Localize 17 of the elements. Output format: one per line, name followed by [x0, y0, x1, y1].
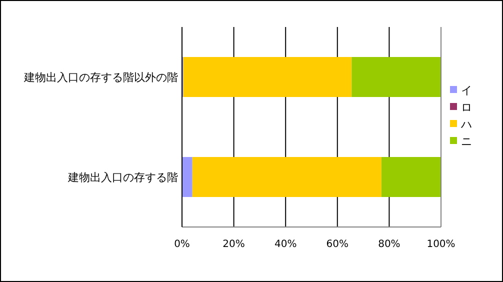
x-tick-label: 60%: [326, 239, 349, 250]
y-tick-label: 建物出入口の存する階以外の階: [23, 71, 178, 84]
legend-label: ロ: [461, 101, 472, 114]
bar: [192, 157, 382, 197]
x-tick-label: 40%: [274, 239, 297, 250]
bar: [183, 57, 352, 97]
legend-label: ハ: [460, 118, 472, 131]
x-tick-label: 100%: [426, 239, 456, 250]
x-tick-label: 20%: [222, 239, 245, 250]
y-tick-label: 建物出入口の存する階: [67, 171, 178, 184]
x-tick-label: 0%: [174, 239, 190, 250]
legend-label: ニ: [461, 135, 472, 148]
bar: [352, 57, 441, 97]
bar: [381, 157, 441, 197]
legend-label: イ: [461, 84, 472, 97]
bar: [182, 157, 192, 197]
x-tick-label: 80%: [378, 239, 400, 250]
